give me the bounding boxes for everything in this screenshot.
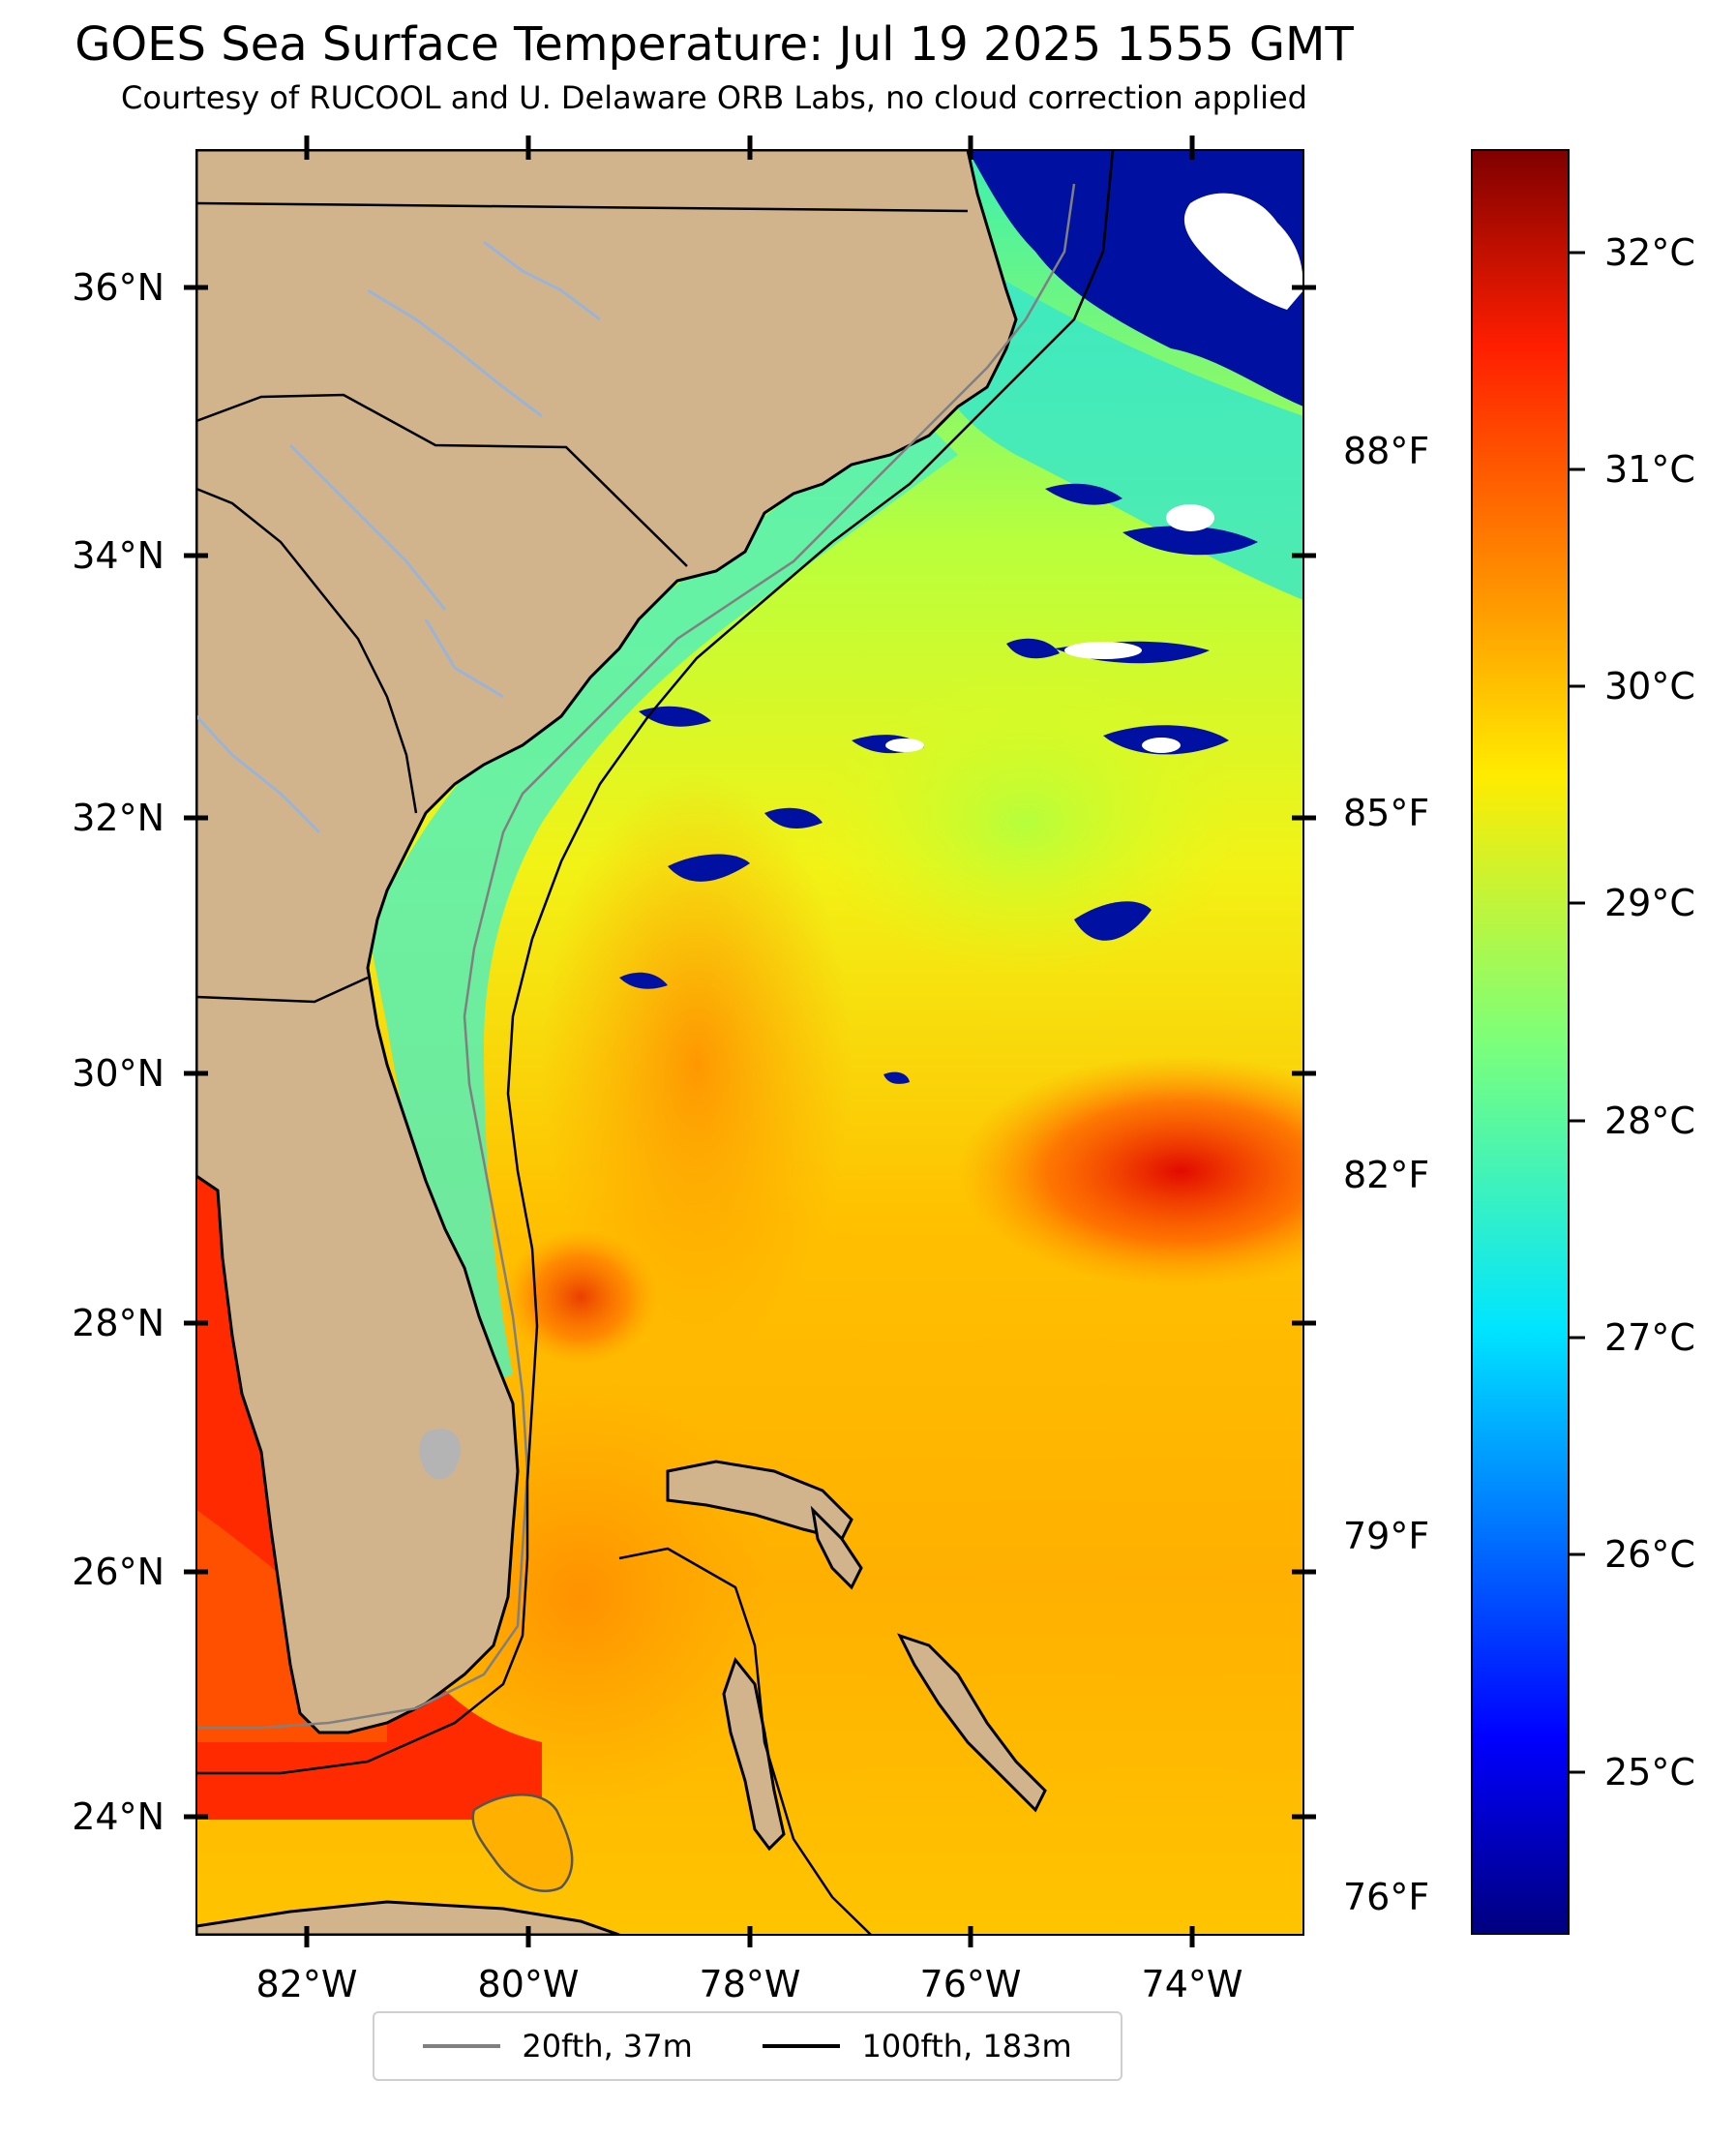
- legend-label-20fth: 20fth, 37m: [522, 2028, 693, 2065]
- c-label-32: 32°C: [1604, 231, 1695, 274]
- c-label-29: 29°C: [1604, 882, 1695, 924]
- land-cuba: [196, 1900, 620, 1935]
- lon-label-80: 80°W: [477, 1963, 580, 2005]
- green-patch-center: [813, 668, 1239, 978]
- lake-okeechobee: [419, 1429, 461, 1480]
- cloud-specks: [885, 504, 1214, 753]
- lon-label-74: 74°W: [1141, 1963, 1243, 2005]
- c-label-30: 30°C: [1604, 665, 1695, 708]
- lat-label-32: 32°N: [72, 797, 165, 839]
- legend-item-100fth: 100fth, 183m: [763, 2028, 1072, 2065]
- c-label-25: 25°C: [1604, 1751, 1695, 1793]
- legend-label-100fth: 100fth, 183m: [861, 2028, 1072, 2065]
- lat-label-28: 28°N: [72, 1302, 165, 1344]
- lon-label-76: 76°W: [919, 1963, 1022, 2005]
- legend-item-20fth: 20fth, 37m: [423, 2028, 693, 2065]
- cool-band-north: [923, 232, 1303, 600]
- isobath-cay-sal: [471, 1793, 574, 1892]
- c-label-26: 26°C: [1604, 1533, 1695, 1576]
- c-label-27: 27°C: [1604, 1316, 1695, 1359]
- f-label-88: 88°F: [1343, 430, 1430, 472]
- colorbar: [1471, 149, 1570, 1935]
- land-abaco: [810, 1505, 863, 1590]
- cold-streaks: [619, 483, 1258, 1084]
- colorbar-ticks: [1569, 251, 1585, 1774]
- f-label-76: 76°F: [1343, 1876, 1430, 1918]
- orange-gulf-stream: [542, 774, 852, 1355]
- lat-label-36: 36°N: [72, 266, 165, 309]
- f-label-85: 85°F: [1343, 792, 1430, 834]
- legend-swatch-100fth: [763, 2044, 841, 2048]
- f-label-79: 79°F: [1343, 1515, 1430, 1557]
- warm-eddy-east: [958, 1055, 1303, 1287]
- land-eleuthera: [897, 1633, 1047, 1813]
- legend-swatch-20fth: [423, 2044, 501, 2048]
- isobath-legend: 20fth, 37m 100fth, 183m: [373, 2011, 1122, 2081]
- state-borders: [196, 201, 969, 1004]
- c-label-28: 28°C: [1604, 1100, 1695, 1142]
- map-subtitle: Courtesy of RUCOOL and U. Delaware ORB L…: [121, 79, 1307, 116]
- f-label-82: 82°F: [1343, 1154, 1430, 1196]
- cloud-mask-north: [1183, 193, 1303, 310]
- isobath-bahamas-bank: [618, 1547, 872, 1935]
- rivers: [196, 240, 601, 834]
- isobath-20fth: [196, 183, 1076, 1730]
- lon-label-78: 78°W: [699, 1963, 801, 2005]
- c-label-31: 31°C: [1604, 448, 1695, 491]
- lat-ticks: [184, 285, 1316, 1820]
- land-mainland: [196, 150, 1018, 1734]
- isobath-100fth: [196, 150, 1115, 1775]
- lat-label-26: 26°N: [72, 1551, 165, 1593]
- lon-label-82: 82°W: [255, 1963, 358, 2005]
- lon-ticks: [304, 136, 1195, 1947]
- lat-label-30: 30°N: [72, 1052, 165, 1095]
- lat-label-34: 34°N: [72, 534, 165, 577]
- lat-label-24: 24°N: [72, 1795, 165, 1838]
- map-title: GOES Sea Surface Temperature: Jul 19 202…: [75, 17, 1354, 72]
